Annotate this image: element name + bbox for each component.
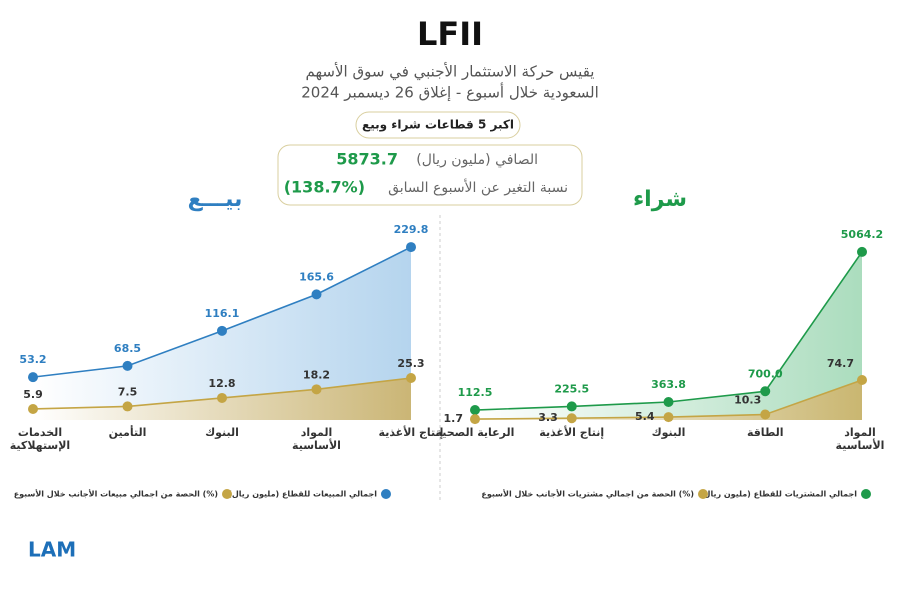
x-tick-label: المواد الأساسية xyxy=(292,426,341,452)
data-label: 1.7 xyxy=(444,412,464,425)
chart-title: شراء xyxy=(633,187,687,212)
x-tick-label: إنتاج الأغذية xyxy=(539,426,605,439)
data-label: 3.3 xyxy=(538,411,558,424)
legend-marker xyxy=(222,489,232,499)
point xyxy=(311,289,322,300)
point xyxy=(760,386,771,397)
data-label: 10.3 xyxy=(734,393,761,406)
data-label: 5.4 xyxy=(635,410,655,423)
legend-label: الحصة من اجمالي مشتريات الأجانب خلال الأ… xyxy=(481,489,694,499)
x-tick-label: البنوك xyxy=(205,426,239,439)
legend-label: اجمالي المشتريات للقطاع (مليون ريال) xyxy=(700,490,857,499)
chart-title: بيـــع xyxy=(188,187,243,212)
point xyxy=(217,392,227,403)
net-label: الصافي (مليون ريال) xyxy=(416,152,538,168)
data-label: 12.8 xyxy=(208,377,235,390)
point xyxy=(406,373,416,384)
summary-box xyxy=(277,144,583,206)
point xyxy=(470,405,480,416)
subtitle: يقيس حركة الاستثمار الأجنبي في سوق الأسه… xyxy=(306,62,595,82)
data-label: 18.2 xyxy=(303,368,330,381)
point xyxy=(470,414,480,425)
badge-box xyxy=(355,111,521,139)
point xyxy=(28,403,38,414)
point xyxy=(857,375,867,386)
data-label: 225.5 xyxy=(554,382,589,395)
data-label: 700.0 xyxy=(748,367,783,380)
legend-label: اجمالي المبيعات للقطاع (مليون ريال) xyxy=(228,490,377,499)
data-label: 7.5 xyxy=(118,385,138,398)
point xyxy=(663,396,674,407)
data-label: 5.9 xyxy=(23,388,43,401)
legend-marker xyxy=(381,489,391,499)
x-tick-label: المواد الأساسية xyxy=(835,426,885,452)
change-label: نسبة التغير عن الأسبوع السابق xyxy=(388,178,568,196)
point xyxy=(122,360,133,371)
x-tick-label: الرعاية الصحية xyxy=(435,426,515,439)
subtitle: السعودية خلال أسبوع - إغلاق 26 ديسمبر 20… xyxy=(301,83,598,102)
data-label: 363.8 xyxy=(651,378,686,391)
point xyxy=(663,412,674,423)
x-tick-label: الطاقة xyxy=(746,426,784,439)
x-tick-label: التأمين xyxy=(108,426,147,439)
legend-marker xyxy=(698,489,708,499)
point xyxy=(122,401,133,412)
point xyxy=(311,384,322,395)
data-label: 116.1 xyxy=(205,307,240,320)
point xyxy=(217,325,227,336)
point xyxy=(28,372,38,383)
data-label: 112.5 xyxy=(458,386,493,399)
title: LFII xyxy=(417,15,483,53)
data-label: 74.7 xyxy=(827,357,854,370)
point xyxy=(566,401,577,412)
x-tick-label: الخدمات الإستهلاكية xyxy=(9,426,71,452)
point xyxy=(406,242,416,253)
legend-marker xyxy=(861,489,871,499)
point xyxy=(857,246,867,257)
badge: اكبر 5 قطاعات شراء وبيع xyxy=(362,118,514,133)
x-tick-label: البنوك xyxy=(651,426,686,439)
data-label: 68.5 xyxy=(114,342,141,355)
legend-label: الحصة من اجمالي مبيعات الأجانب خلال الأس… xyxy=(14,489,218,499)
x-tick-label: إنتاج الأغذية xyxy=(378,426,444,439)
data-label: 165.6 xyxy=(299,270,334,283)
data-label: 5064.2 xyxy=(841,228,883,241)
data-label: 25.3 xyxy=(397,357,424,370)
data-label: 229.8 xyxy=(394,223,429,236)
area xyxy=(475,380,862,420)
logo: LAM xyxy=(28,538,76,562)
point xyxy=(566,413,577,424)
point xyxy=(760,409,771,420)
change-value: (138.7%) xyxy=(284,178,365,197)
net-value: 5873.7 xyxy=(336,150,398,169)
data-label: 53.2 xyxy=(19,353,46,366)
